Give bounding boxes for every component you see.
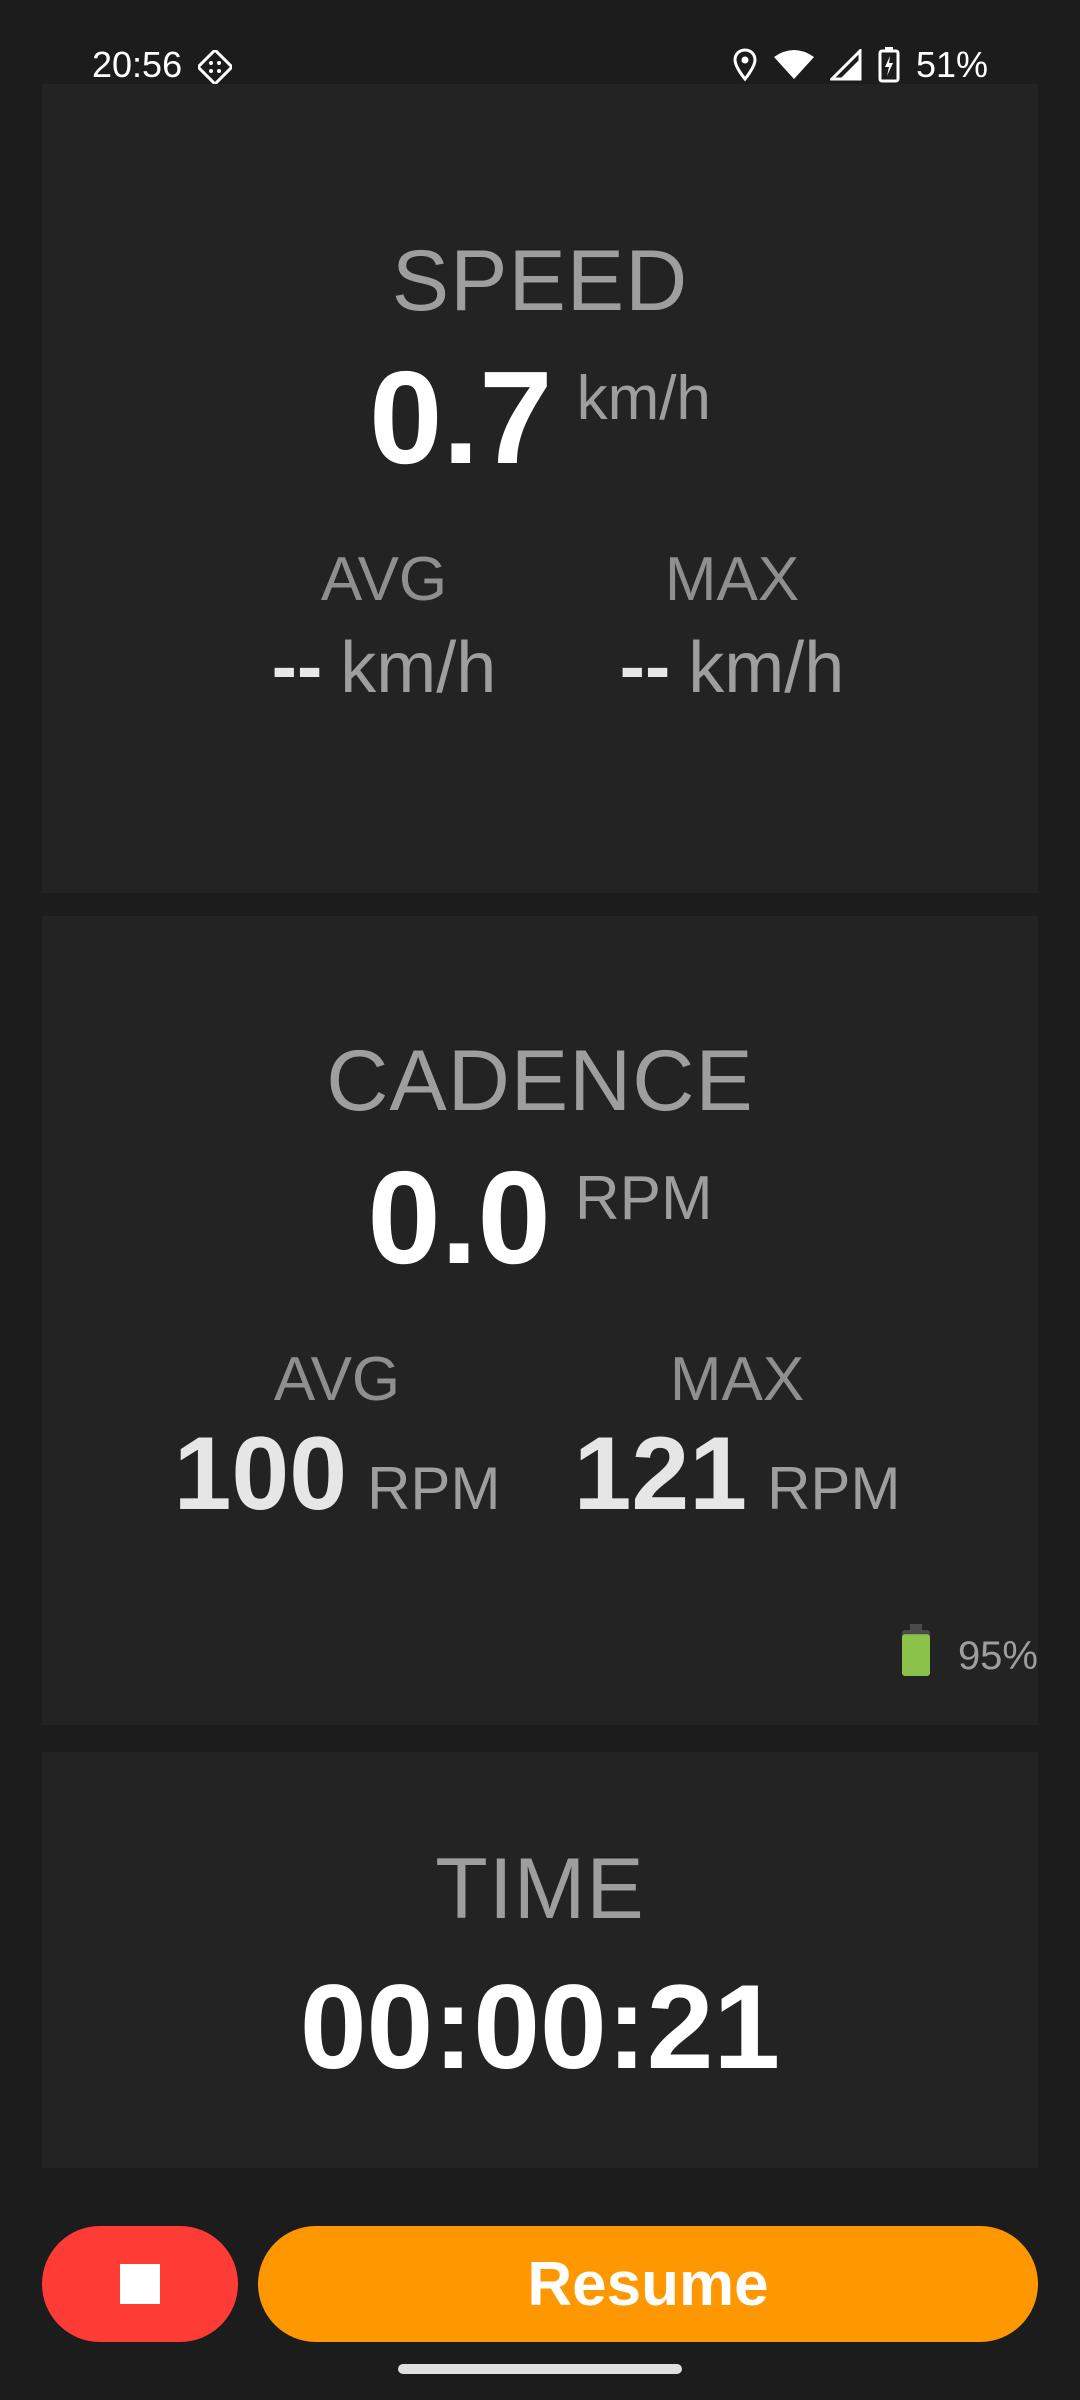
wifi-icon bbox=[773, 49, 814, 81]
speed-max-label: MAX bbox=[664, 545, 800, 614]
cell-signal-icon bbox=[829, 49, 862, 81]
battery-charging-icon bbox=[878, 47, 900, 83]
cadence-title: CADENCE bbox=[326, 1033, 754, 1129]
speed-unit: km/h bbox=[576, 364, 711, 433]
status-battery-percent: 51% bbox=[915, 44, 988, 85]
time-value: 00:00:21 bbox=[299, 1960, 781, 2094]
speed-value: 0.7 bbox=[369, 344, 553, 491]
time-card: TIME 00:00:21 bbox=[42, 1752, 1038, 2168]
status-bar: 20:56 bbox=[0, 0, 1080, 87]
app-notification-icon bbox=[195, 47, 235, 87]
cadence-max-label: MAX bbox=[669, 1345, 805, 1414]
cadence-max-value: 121 bbox=[573, 1416, 748, 1532]
cadence-value: 0.0 bbox=[367, 1144, 551, 1291]
cadence-card: CADENCE 0.0 RPM AVG 100 RPM MAX 121 RPM bbox=[42, 916, 1038, 1725]
cadence-avg-unit: RPM bbox=[367, 1455, 501, 1522]
speed-max: MAX -- km/h bbox=[562, 544, 902, 710]
sensor-battery-percent: 95% bbox=[957, 1633, 1038, 1678]
speed-avg-label: AVG bbox=[320, 545, 448, 614]
stop-icon bbox=[120, 2264, 160, 2304]
battery-icon bbox=[900, 1624, 932, 1688]
location-icon bbox=[732, 48, 758, 82]
stop-button[interactable] bbox=[42, 2226, 238, 2342]
home-indicator[interactable] bbox=[398, 2364, 682, 2374]
cadence-unit: RPM bbox=[574, 1164, 713, 1233]
speed-max-value: -- bbox=[619, 624, 671, 709]
speed-current: 0.7 km/h bbox=[42, 342, 1038, 493]
sensor-battery: 95% bbox=[900, 1624, 1038, 1688]
cadence-max-unit: RPM bbox=[767, 1455, 901, 1522]
cadence-avg-label: AVG bbox=[273, 1345, 401, 1414]
cadence-max: MAX 121 RPM bbox=[542, 1344, 932, 1534]
cadence-current: 0.0 RPM bbox=[42, 1142, 1038, 1293]
speed-avg: AVG -- km/h bbox=[214, 544, 554, 710]
speed-avg-value: -- bbox=[271, 624, 323, 709]
speed-avg-unit: km/h bbox=[340, 628, 497, 708]
speed-card: SPEED 0.7 km/h AVG -- km/h MAX -- km/h bbox=[42, 84, 1038, 893]
battery-fill bbox=[901, 1634, 930, 1676]
cadence-avg-value: 100 bbox=[173, 1416, 348, 1532]
cadence-avg: AVG 100 RPM bbox=[142, 1344, 532, 1534]
status-time: 20:56 bbox=[92, 44, 183, 85]
speed-title: SPEED bbox=[391, 233, 689, 329]
resume-button[interactable]: Resume bbox=[258, 2226, 1038, 2342]
status-icons: 51% bbox=[732, 44, 988, 86]
time-title: TIME bbox=[435, 1841, 645, 1937]
speed-max-unit: km/h bbox=[688, 628, 845, 708]
